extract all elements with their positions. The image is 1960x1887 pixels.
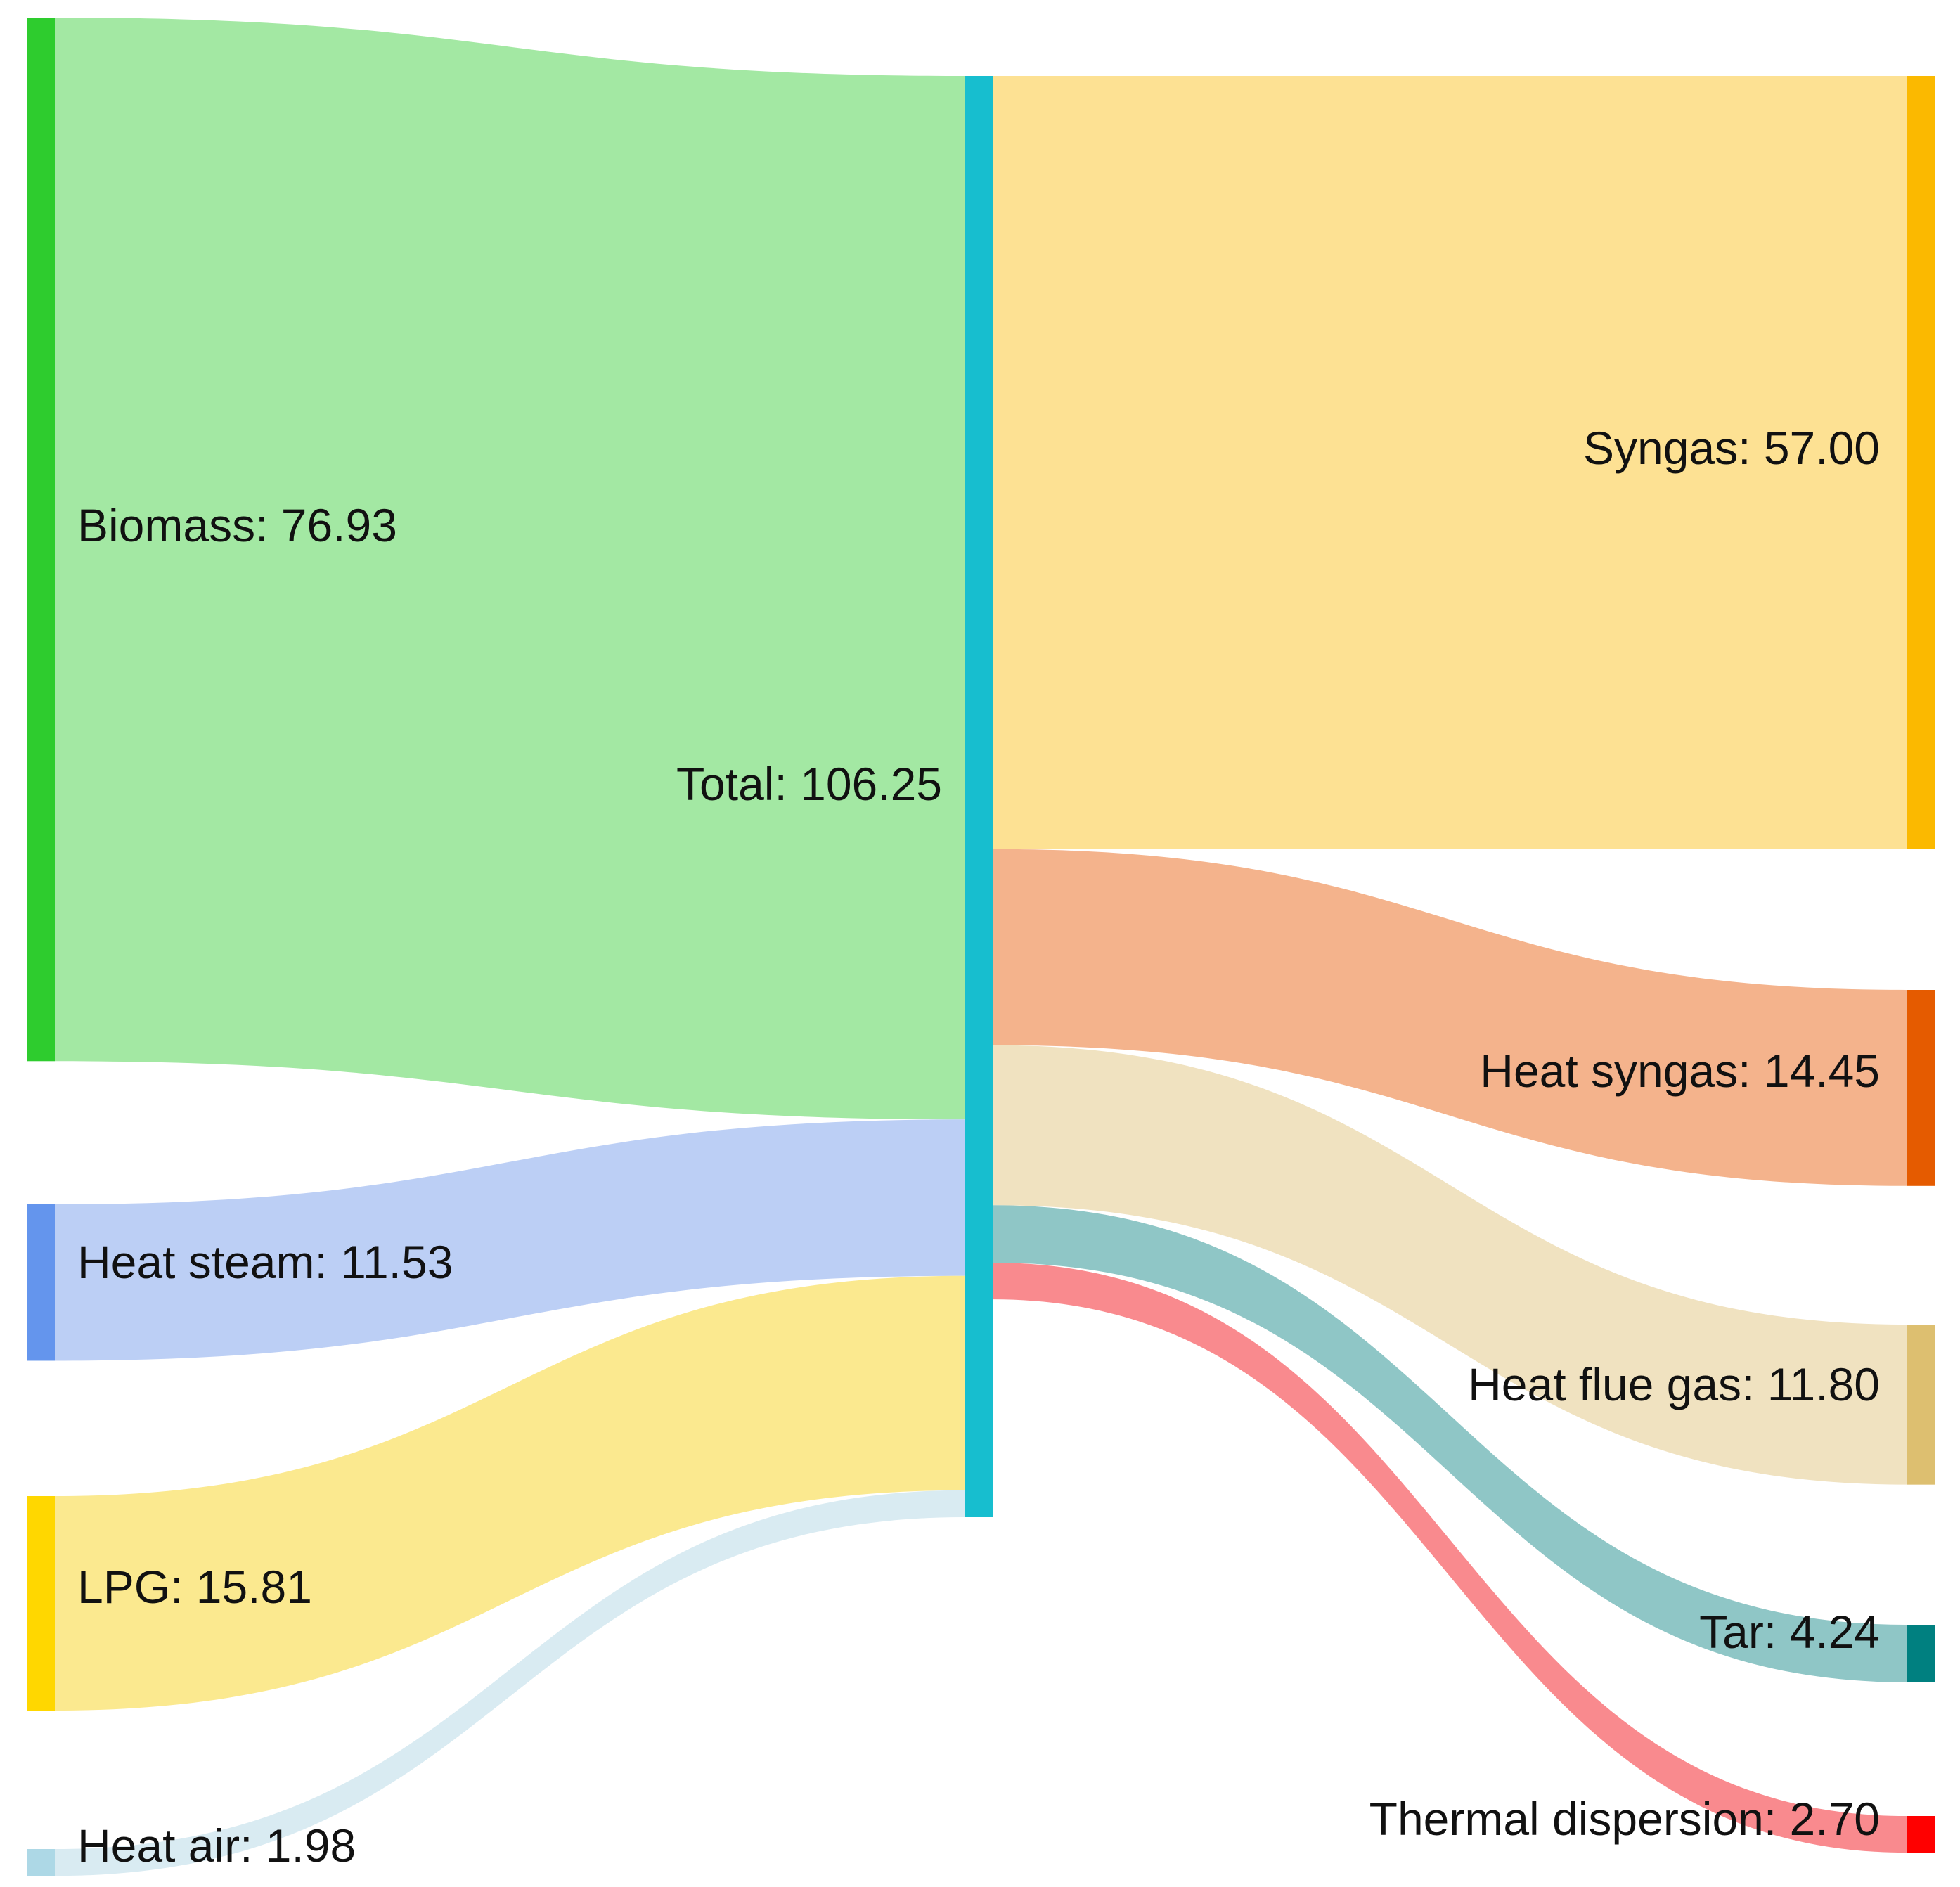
- syngas-node: [1907, 76, 1935, 849]
- biomass-node: [27, 18, 55, 1062]
- lpg-label: LPG: 15.81: [77, 1561, 312, 1613]
- biomass-label: Biomass: 76.93: [77, 499, 397, 551]
- lpg-node: [27, 1496, 55, 1711]
- nodes-layer: [27, 18, 1935, 1876]
- total-label: Total: 106.25: [676, 758, 942, 810]
- biomass-link: [55, 18, 965, 1120]
- syngas-label: Syngas: 57.00: [1583, 422, 1880, 474]
- tar-node: [1907, 1625, 1935, 1682]
- heat-syngas-node: [1907, 990, 1935, 1186]
- heat-syngas-link: [993, 849, 1907, 1186]
- heat-flue-gas-link: [993, 1045, 1907, 1485]
- total-node: [965, 76, 993, 1517]
- heat-air-node: [27, 1849, 55, 1876]
- thermal-dispersion-node: [1907, 1816, 1935, 1853]
- links-layer: [55, 18, 1907, 1876]
- heat-air-link: [55, 1490, 965, 1876]
- heat-steam-link: [55, 1119, 965, 1361]
- heat-flue-gas-label: Heat flue gas: 11.80: [1468, 1358, 1880, 1410]
- heat-flue-gas-node: [1907, 1325, 1935, 1485]
- tar-label: Tar: 4.24: [1699, 1606, 1880, 1658]
- syngas-link: [993, 76, 1907, 849]
- labels-layer: Total: 106.25 Biomass: 76.93 Heat steam:…: [77, 422, 1880, 1872]
- heat-steam-node: [27, 1204, 55, 1361]
- heat-syngas-label: Heat syngas: 14.45: [1480, 1045, 1880, 1097]
- tar-link: [993, 1205, 1907, 1682]
- thermal-dispersion-label: Thermal dispersion: 2.70: [1369, 1793, 1880, 1845]
- thermal-dispersion-link: [993, 1263, 1907, 1853]
- heat-steam-label: Heat steam: 11.53: [77, 1236, 453, 1288]
- heat-air-label: Heat air: 1.98: [77, 1820, 356, 1872]
- lpg-link: [55, 1275, 965, 1711]
